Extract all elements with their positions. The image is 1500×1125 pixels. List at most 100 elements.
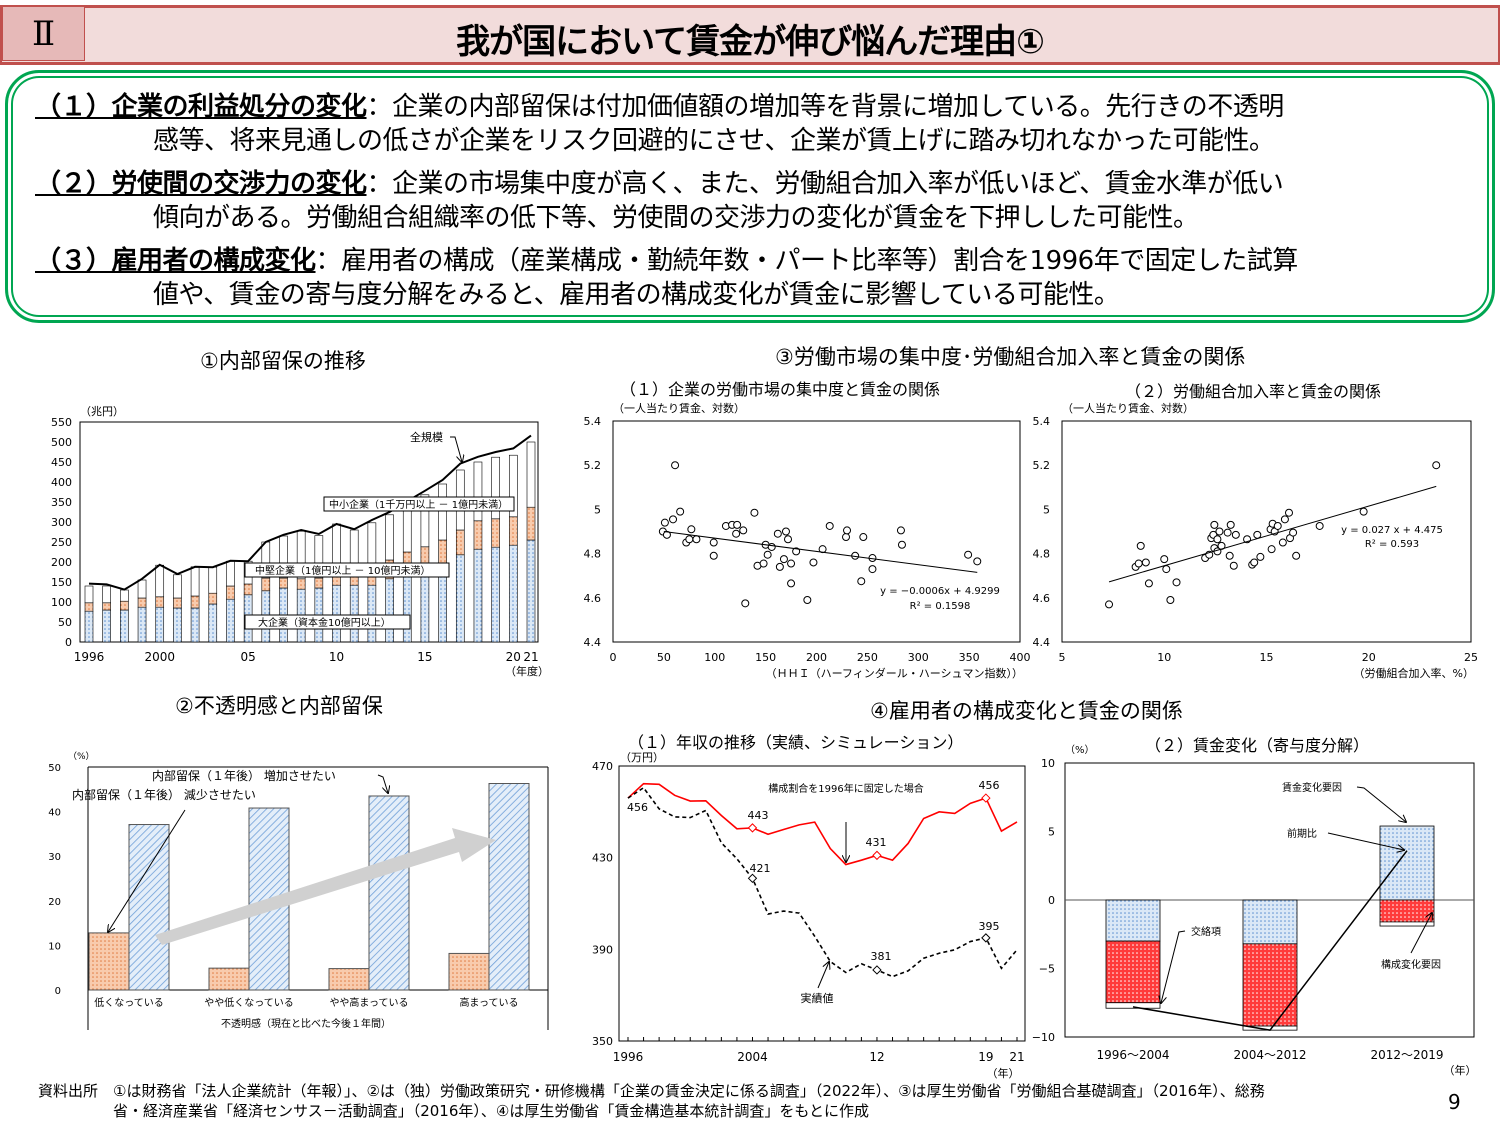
- chart3b-ylabel: （一人当たり賃金、対数）: [1062, 401, 1194, 415]
- chart2-ylabel: （%）: [68, 751, 95, 762]
- chart3a-ytick: 4.8: [584, 548, 602, 561]
- chart2-ytick: 0: [55, 986, 61, 997]
- chart1-ytick: 100: [51, 596, 72, 609]
- chart1-bar-mid: [155, 596, 165, 608]
- chart3a-point: [896, 526, 905, 535]
- chart1-title: ①内部留保の推移: [200, 349, 366, 373]
- chart3a-title: （１）企業の労働市場の集中度と賃金の関係: [620, 380, 941, 399]
- chart3b-xtick: 10: [1157, 651, 1171, 664]
- summary-3-line1: （３）雇用者の構成変化：雇用者の構成（産業構成・勤続年数・パート比率等）割合を1…: [35, 240, 1298, 277]
- chart3b-point: [1223, 528, 1232, 537]
- chart3b-point: [1162, 565, 1171, 574]
- chart4b-bar-composition: [1105, 940, 1161, 1004]
- summary-2-line1: （２）労使間の交渉力の変化：企業の市場集中度が高く、また、労働組合加入率が低いほ…: [35, 163, 1284, 200]
- chart3a-point: [669, 515, 678, 524]
- chart4a-label-actual: 実績値: [801, 991, 834, 1005]
- chart3a-trendline: [663, 531, 978, 573]
- chart4a-xlabel: （年）: [987, 1066, 1020, 1080]
- chart1-ytick: 250: [51, 536, 72, 549]
- chart4a-marker: [872, 850, 882, 861]
- chart2-label-decrease: 内部留保（１年後） 減少させたい: [72, 787, 256, 802]
- chart1-bar-small: [173, 574, 182, 599]
- chart3b-xlabel: （労働組合加入率、%）: [1354, 666, 1474, 680]
- chart4b-ytick: −10: [1032, 1031, 1055, 1044]
- chart4b-pointer-composition: [1410, 913, 1432, 954]
- chart1-bar-small: [314, 535, 324, 579]
- chart2-title: ②不透明感と内部留保: [175, 694, 383, 718]
- chart1-ytick: 200: [51, 556, 72, 569]
- chart3a-point: [964, 550, 973, 559]
- chart3b-xtick: 25: [1464, 651, 1478, 664]
- chart1-bar-mid: [279, 577, 288, 589]
- chart1-bar-large: [190, 607, 200, 643]
- chart1-bar-small: [137, 579, 147, 599]
- chart1-label-total: 全規模: [410, 430, 443, 444]
- chart4b-xtick: 1996～2004: [1096, 1048, 1169, 1062]
- chart4a-xtick: 12: [869, 1050, 884, 1064]
- chart3a-point: [739, 526, 748, 535]
- section-number: Ⅱ: [2, 6, 85, 61]
- trend-arrow: [155, 828, 496, 945]
- chart1-bar-small: [491, 456, 500, 520]
- chart3a-xtick: 400: [1010, 651, 1031, 664]
- chart4b-bar-composition: [1379, 899, 1435, 923]
- chart3a-point: [759, 559, 768, 568]
- chart4b-ytick: 5: [1048, 826, 1055, 839]
- chart2-bar-increase: [368, 795, 410, 991]
- summary-2-line2: 傾向がある。労働組合組織率の低下等、労使間の交渉力の変化が賃金を下押しした可能性…: [153, 203, 1199, 233]
- chart1-bar-small: [190, 566, 200, 597]
- chart3b-xtick: 15: [1260, 651, 1274, 664]
- chart1-bar-small: [208, 566, 218, 594]
- chart1-xtick: 21: [523, 650, 538, 664]
- chart3a-r2: R² = 0.1598: [910, 601, 971, 612]
- chart3a-point: [859, 533, 868, 542]
- chart3a-point: [809, 558, 818, 567]
- chart2-bar-decrease: [208, 967, 250, 991]
- chart3b-ytick: 5.2: [1033, 459, 1051, 472]
- chart1-bar-mid: [190, 595, 200, 609]
- chart3a-point: [763, 550, 772, 559]
- chart4b-ytick: 0: [1048, 894, 1055, 907]
- chart1-xtick: 1996: [74, 650, 105, 664]
- chart3a-plot-frame: [612, 420, 1021, 643]
- chart1-ytick: 400: [51, 476, 72, 489]
- chart3b-r2: R² = 0.593: [1365, 539, 1419, 550]
- chart3a-point: [687, 525, 696, 534]
- chart4b-bar-cross: [1105, 1002, 1161, 1009]
- chart3a-point: [973, 557, 982, 566]
- chart4b-ytick: 10: [1041, 757, 1055, 770]
- chart3a-xtick: 100: [704, 651, 725, 664]
- chart3a-xtick: 300: [908, 651, 929, 664]
- source-line1: 資料出所 ①は財務省「法人企業統計（年報）」、②は（独）労働政策研究・研修機構「…: [38, 1082, 1265, 1100]
- chart4b-bar-wage: [1242, 899, 1298, 945]
- chart3a-point: [709, 538, 718, 547]
- chart3b-ytick: 4.6: [1033, 592, 1051, 605]
- chart2-ytick: 20: [48, 897, 61, 908]
- chart1-bar-mid: [84, 602, 94, 612]
- chart1-total-pointer: [450, 436, 462, 462]
- chart3b-point: [1215, 527, 1224, 536]
- chart3a-point: [781, 527, 790, 536]
- chart4b-bar-wage: [1379, 825, 1435, 901]
- chart4a-ylabel: （万円）: [620, 751, 664, 764]
- chart4b-title: （２）賃金変化（寄与度分解）: [1145, 736, 1370, 755]
- chart3b-point: [1225, 551, 1234, 560]
- chart3b-point: [1256, 552, 1265, 561]
- chart3a-point: [709, 551, 718, 560]
- chart2-bar-increase: [128, 824, 170, 991]
- chart1-bar-large: [155, 606, 165, 643]
- chart3b-title: （２）労働組合加入率と賃金の関係: [1125, 382, 1382, 401]
- chart4a-line-actual: [627, 786, 1018, 978]
- chart4b-pointer-total: [1327, 832, 1404, 850]
- chart3a-point: [741, 599, 750, 608]
- chart3a-xtick: 350: [959, 651, 980, 664]
- separator: ：: [366, 92, 393, 122]
- chart4b-line-total: [1132, 850, 1408, 1031]
- chart2-ytick: 50: [48, 763, 61, 774]
- chart3b-point: [1144, 579, 1153, 588]
- chart3a-point: [676, 507, 685, 516]
- chart3b-point: [1292, 551, 1301, 560]
- chart3b-point: [1250, 558, 1259, 567]
- chart2-ytick: 30: [48, 852, 61, 863]
- chart1-bar-small: [120, 589, 129, 602]
